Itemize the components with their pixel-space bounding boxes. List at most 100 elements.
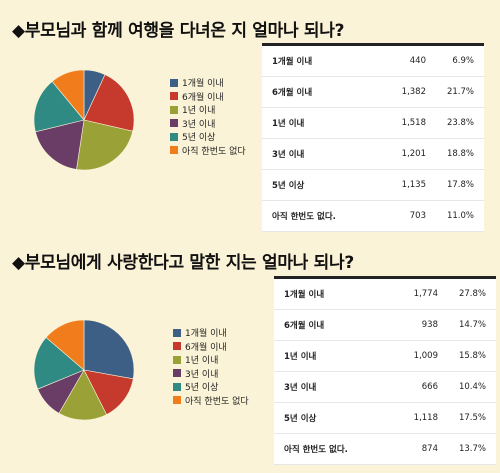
legend-label: 1개월 이내 (182, 79, 224, 89)
legend-label: 3년 이내 (182, 119, 216, 130)
legend-swatch (170, 105, 178, 114)
row-label: 3년 이내 (272, 150, 305, 160)
legend-item: 6개월 이내 (173, 340, 249, 353)
pie-slice (33, 81, 85, 133)
legend-label: 5년 이상 (182, 133, 216, 143)
row-label: 1개월 이내 (272, 57, 313, 67)
row-percent: 17.8% (446, 180, 474, 190)
legend-label: 1년 이내 (185, 356, 219, 366)
legend-label: 아직 한번도 없다 (185, 396, 249, 407)
legend-item: 1개월 이내 (170, 76, 246, 89)
row-percent: 14.7% (458, 320, 486, 330)
pie-slice (58, 369, 107, 421)
data-table: 1개월 이내 440 6.9% 6개월 이내 1,382 21.7% 1년 이내 1,51… (262, 43, 484, 232)
row-label: 5년 이상 (284, 414, 317, 424)
table-row: 1년 이내 1,009 15.8% (274, 341, 496, 372)
pie-slice (35, 119, 85, 170)
row-count: 1,118 (413, 413, 438, 423)
row-percent: 10.4% (458, 382, 486, 392)
legend-item: 1개월 이내 (173, 326, 249, 339)
row-percent: 11.0% (446, 211, 474, 221)
pie-slice (51, 69, 85, 121)
pie-slice (76, 119, 134, 171)
legend-item: 아직 한번도 없다 (170, 144, 246, 157)
table-row: 5년 이상 1,135 17.8% (262, 170, 484, 201)
legend-item: 5년 이상 (173, 380, 249, 393)
table-row: 6개월 이내 1,382 21.7% (262, 77, 484, 108)
row-count: 1,135 (401, 180, 426, 190)
row-label: 5년 이상 (272, 181, 305, 191)
row-label: 아직 한번도 없다. (272, 212, 336, 222)
row-label: 1년 이내 (284, 352, 317, 362)
legend-label: 3년 이내 (185, 369, 219, 380)
row-percent: 27.8% (458, 289, 486, 299)
legend: 1개월 이내 6개월 이내 1년 이내 3년 이내 5년 이상 아직 한번도 없… (170, 76, 246, 157)
legend-label: 1년 이내 (182, 106, 216, 116)
row-label: 3년 이내 (284, 383, 317, 393)
row-percent: 6.9% (452, 56, 474, 66)
legend-swatch (170, 146, 178, 154)
row-label: 아직 한번도 없다. (284, 445, 348, 455)
row-percent: 17.5% (458, 413, 486, 423)
row-label: 6개월 이내 (272, 88, 313, 98)
row-count: 703 (409, 211, 426, 221)
row-count: 1,518 (401, 118, 426, 128)
legend-label: 6개월 이내 (182, 92, 224, 103)
chart-section-travel: ◆부모님과 함께 여행을 다녀온 지 얼마나 되나? 1개월 이내 6개월 이내… (0, 0, 500, 236)
pie-slice (83, 319, 135, 380)
legend-swatch (173, 396, 181, 404)
legend-swatch (173, 328, 181, 337)
legend-label: 아직 한번도 없다 (182, 146, 246, 157)
row-count: 874 (421, 444, 438, 454)
row-percent: 13.7% (458, 444, 486, 454)
row-count: 1,382 (401, 87, 426, 97)
legend-swatch (170, 119, 178, 127)
row-count: 1,774 (413, 289, 438, 299)
legend-item: 3년 이내 (170, 117, 246, 130)
row-count: 1,009 (413, 351, 438, 361)
row-percent: 23.8% (446, 118, 474, 128)
legend-swatch (170, 132, 178, 141)
data-table: 1개월 이내 1,774 27.8% 6개월 이내 938 14.7% 1년 이내 1,0… (274, 276, 496, 465)
legend-swatch (173, 355, 181, 364)
row-percent: 15.8% (458, 351, 486, 361)
row-count: 666 (421, 382, 438, 392)
pie-slice (83, 74, 135, 132)
legend-item: 5년 이상 (170, 130, 246, 143)
row-count: 938 (421, 320, 438, 330)
table-row: 아직 한번도 없다. 874 13.7% (274, 434, 496, 465)
row-percent: 18.8% (446, 149, 474, 159)
legend-label: 6개월 이내 (185, 342, 227, 353)
row-percent: 21.7% (446, 87, 474, 97)
legend-item: 3년 이내 (173, 367, 249, 380)
legend-swatch (173, 369, 181, 377)
table-row: 5년 이상 1,118 17.5% (274, 403, 496, 434)
row-count: 440 (409, 56, 426, 66)
pie-chart (33, 69, 135, 171)
row-count: 1,201 (401, 149, 426, 159)
row-label: 1개월 이내 (284, 290, 325, 300)
legend: 1개월 이내 6개월 이내 1년 이내 3년 이내 5년 이상 아직 한번도 없… (173, 326, 249, 407)
table-row: 1개월 이내 1,774 27.8% (274, 279, 496, 310)
pie-slice (45, 319, 85, 371)
chart-title: ◆부모님과 함께 여행을 다녀온 지 얼마나 되나? (12, 21, 345, 41)
legend-swatch (173, 342, 181, 350)
legend-item: 6개월 이내 (170, 90, 246, 103)
legend-label: 5년 이상 (185, 383, 219, 393)
chart-title: ◆부모님에게 사랑한다고 말한 지는 얼마나 되나? (12, 253, 354, 273)
table-row: 3년 이내 666 10.4% (274, 372, 496, 403)
chart-section-love: ◆부모님에게 사랑한다고 말한 지는 얼마나 되나? 1개월 이내 6개월 이내… (0, 236, 500, 473)
table-row: 3년 이내 1,201 18.8% (262, 139, 484, 170)
legend-swatch (170, 78, 178, 87)
pie-chart (33, 319, 135, 421)
pie-slice (33, 337, 85, 390)
row-label: 6개월 이내 (284, 321, 325, 331)
legend-swatch (170, 92, 178, 100)
legend-label: 1개월 이내 (185, 329, 227, 339)
row-label: 1년 이내 (272, 119, 305, 129)
legend-item: 1년 이내 (170, 103, 246, 116)
table-row: 6개월 이내 938 14.7% (274, 310, 496, 341)
table-row: 1년 이내 1,518 23.8% (262, 108, 484, 139)
legend-swatch (173, 382, 181, 391)
legend-item: 아직 한번도 없다 (173, 394, 249, 407)
